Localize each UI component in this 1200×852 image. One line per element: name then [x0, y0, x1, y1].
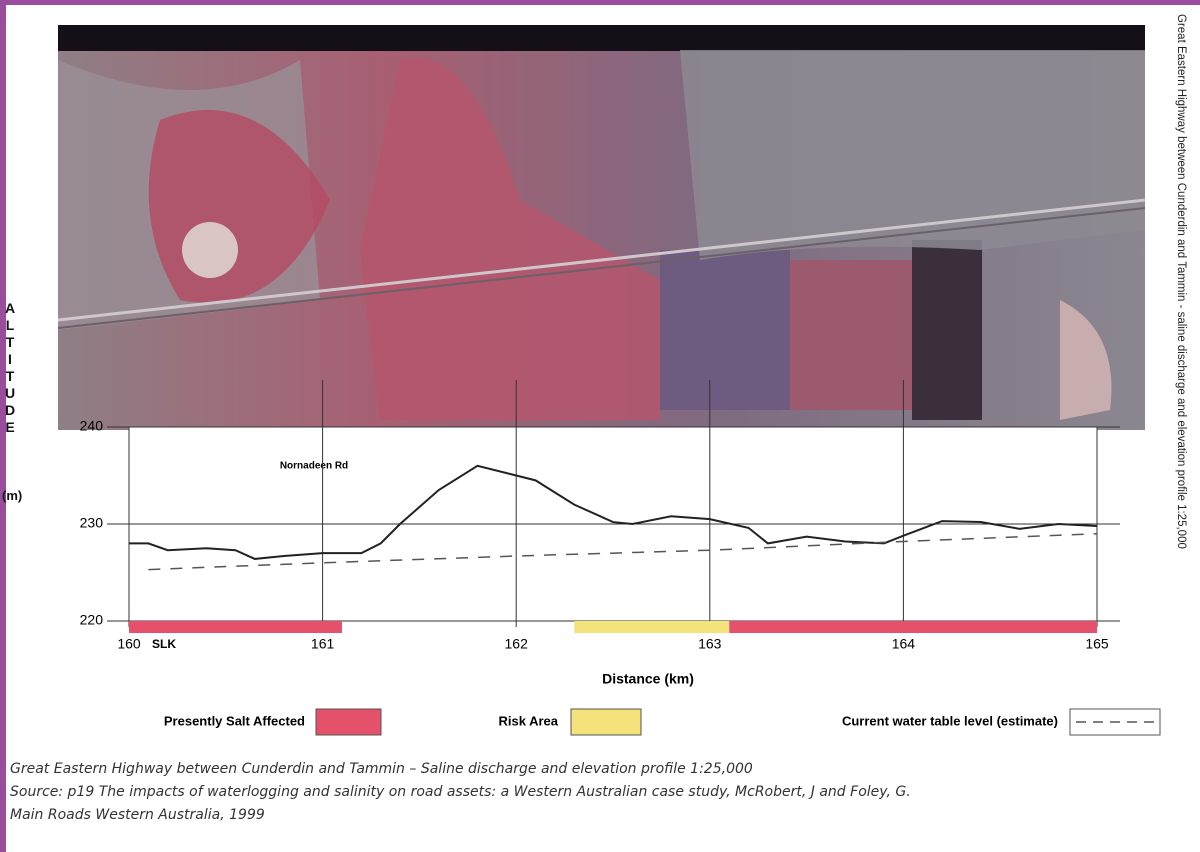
x-tick-label: 163 — [698, 636, 722, 652]
x-tick-label: 165 — [1085, 636, 1109, 652]
legend-swatch — [570, 708, 642, 736]
x-tick-label: 162 — [505, 636, 529, 652]
y-tick-label: 220 — [80, 612, 104, 628]
caption-line: Main Roads Western Australia, 1999 — [10, 807, 265, 823]
legend-label: Current water table level (estimate) — [842, 713, 1058, 728]
road-label: Nornadeen Rd — [280, 461, 348, 472]
y-tick-label: 230 — [80, 515, 104, 531]
caption: Great Eastern Highway between Cunderdin … — [10, 758, 911, 827]
y-axis-unit: (m) — [2, 488, 23, 503]
caption-line: Source: p19 The impacts of waterlogging … — [10, 784, 911, 800]
x-tick-label: 160 — [117, 636, 141, 652]
x-tick-label: 161 — [311, 636, 335, 652]
slk-label: SLK — [152, 637, 176, 651]
legend-label: Presently Salt Affected — [164, 713, 305, 728]
caption-line: Great Eastern Highway between Cunderdin … — [10, 761, 753, 777]
zone-bar — [729, 621, 1097, 633]
vertical-title: Great Eastern Highway between Cunderdin … — [1175, 14, 1187, 549]
legend-label: Risk Area — [499, 713, 559, 728]
series-line — [148, 532, 1098, 571]
chart: Distance (km) Nornadeen Rd SLK 220 230 240… — [57, 25, 1161, 736]
zone-bar — [129, 621, 342, 633]
aerial-photo — [57, 25, 1146, 430]
x-axis-label: Distance (km) — [602, 671, 694, 687]
series-line — [129, 464, 1098, 560]
y-axis-label: ALTITUDE — [2, 300, 18, 436]
zone-bar — [574, 621, 730, 633]
y-tick-label: 240 — [80, 418, 104, 434]
legend-swatch — [315, 708, 382, 736]
x-tick-label: 164 — [892, 636, 916, 652]
